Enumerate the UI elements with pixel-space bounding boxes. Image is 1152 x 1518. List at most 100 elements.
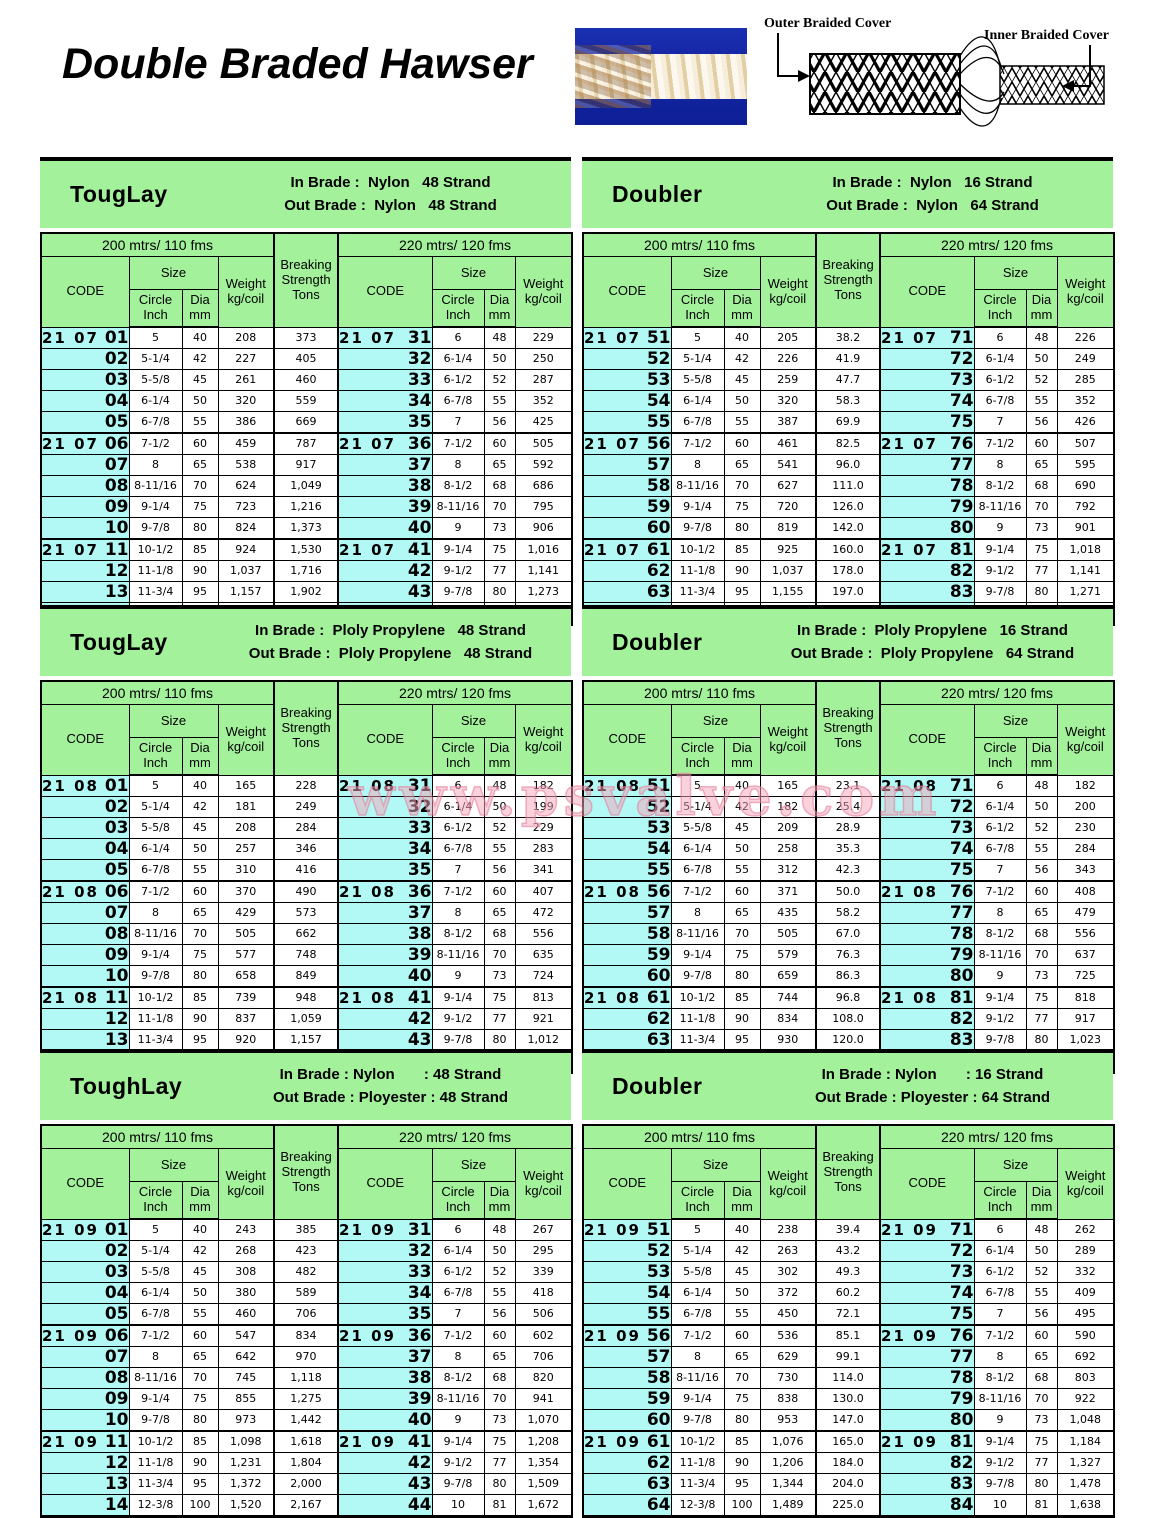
- code-cell: 34: [337, 1281, 433, 1304]
- brade-spec: In Brade : Nylon : 48 Strand Out Brade : …: [210, 1064, 571, 1109]
- data-row: 02 5-1/4 42 227 405 32 6-1/4 50 250: [40, 347, 573, 370]
- circle-inch-cell: 8: [128, 901, 183, 924]
- circle-inch-cell: 6-1/4: [128, 837, 183, 860]
- circle-inch-cell: 10-1/2: [670, 985, 725, 1009]
- breaking-strength-cell: 373: [273, 326, 340, 349]
- dia-mm-cell: 50: [723, 1281, 761, 1304]
- dia-mm-cell: 68: [483, 922, 516, 945]
- circle-inch-cell: 9-1/4: [128, 1387, 183, 1410]
- weight-cell: 308: [217, 1260, 275, 1283]
- spec-table: 200 mtrs/ 110 fms Breaking Strength Tons…: [582, 680, 1116, 1074]
- code-cell: 40: [337, 1408, 433, 1431]
- weight-cell: 1,157: [217, 580, 275, 603]
- breaking-strength-cell: 573: [273, 901, 340, 924]
- weight-cell: 310: [217, 858, 275, 881]
- data-row: 21 08 56 7-1/2 60 371 50.0 21 08 76 7-1/2 …: [582, 879, 1115, 903]
- weight-cell: 642: [217, 1345, 275, 1368]
- dia-mm-cell: 60: [483, 1323, 516, 1347]
- weight-cell: 921: [514, 1007, 573, 1030]
- code-cell: 55: [582, 1302, 672, 1325]
- spec-table: 200 mtrs/ 110 fms Breaking Strength Tons…: [40, 1124, 574, 1518]
- circle-inch-cell: 6-7/8: [128, 858, 183, 881]
- code-cell: 52: [582, 795, 672, 818]
- code-cell: 62: [582, 559, 672, 582]
- circle-inch-cell: 9-7/8: [431, 1472, 485, 1495]
- breaking-strength-cell: 72.1: [815, 1302, 882, 1325]
- dia-mm-header: Dia mm: [723, 1181, 761, 1220]
- dia-mm-cell: 65: [483, 901, 516, 924]
- circle-inch-cell: 8-11/16: [973, 943, 1027, 966]
- dia-mm-cell: 73: [483, 516, 516, 539]
- weight-cell: 1,018: [1056, 537, 1115, 561]
- breaking-strength-cell: 1,049: [273, 474, 340, 497]
- weight-cell: 495: [1056, 1302, 1115, 1325]
- code-cell: 43: [337, 1028, 433, 1051]
- circle-inch-cell: 6-7/8: [431, 389, 485, 412]
- circle-inch-cell: 6-7/8: [670, 858, 725, 881]
- dia-mm-cell: 65: [483, 453, 516, 476]
- dia-mm-cell: 77: [483, 559, 516, 582]
- code-cell: 08: [40, 474, 130, 497]
- dia-mm-cell: 50: [723, 837, 761, 860]
- circle-inch-cell: 8-1/2: [431, 474, 485, 497]
- circle-inch-header: Circle Inch: [973, 289, 1027, 328]
- circle-inch-cell: 11-1/8: [670, 1007, 725, 1030]
- circle-inch-cell: 5-5/8: [670, 1260, 725, 1283]
- weight-cell: 229: [514, 816, 573, 839]
- span-header-row: 200 mtrs/ 110 fms Breaking Strength Tons…: [40, 232, 573, 328]
- code-cell: 21 08 01: [40, 774, 130, 797]
- weight-cell: 536: [759, 1323, 817, 1347]
- circle-inch-cell: 9-1/4: [431, 985, 485, 1009]
- circle-inch-cell: 11-3/4: [670, 1028, 725, 1051]
- circle-inch-cell: 10: [973, 1493, 1027, 1517]
- circle-inch-cell: 6-1/2: [973, 1260, 1027, 1283]
- circle-inch-header: Circle Inch: [670, 1181, 725, 1220]
- size-header: Size: [973, 1148, 1058, 1182]
- data-row: 21 07 56 7-1/2 60 461 82.5 21 07 76 7-1/2 …: [582, 431, 1115, 455]
- sub-header-row: Circle Inch Dia mm Circle Inch Dia mm: [41, 1181, 572, 1220]
- weight-cell: 1,016: [514, 537, 573, 561]
- breaking-strength-cell: 142.0: [815, 516, 882, 539]
- data-row: 05 6-7/8 55 386 669 35 7 56 425: [40, 410, 573, 433]
- circle-inch-cell: 5-5/8: [670, 368, 725, 391]
- weight-cell: 837: [217, 1007, 275, 1030]
- data-row: 62 11-1/8 90 1,037 178.0 82 9-1/2 77 1,1…: [582, 559, 1115, 582]
- dia-mm-cell: 80: [723, 1408, 761, 1431]
- circle-inch-cell: 9-7/8: [973, 1472, 1027, 1495]
- data-row: 07 8 65 429 573 37 8 65 472: [40, 901, 573, 924]
- circle-inch-cell: 5-5/8: [128, 1260, 183, 1283]
- dia-mm-cell: 56: [1025, 410, 1058, 433]
- circle-inch-cell: 6-1/2: [431, 1260, 485, 1283]
- dia-mm-cell: 85: [181, 537, 219, 561]
- dia-mm-cell: 80: [1025, 1028, 1058, 1051]
- weight-cell: 595: [1056, 453, 1115, 476]
- code-cell: 60: [582, 516, 672, 539]
- code-header: CODE: [337, 256, 433, 328]
- code-cell: 83: [879, 1028, 975, 1051]
- code-cell: 40: [337, 516, 433, 539]
- page-title: Double Braded Hawser: [62, 40, 533, 88]
- circle-inch-cell: 6-1/4: [670, 389, 725, 412]
- size-header: Size: [128, 704, 219, 738]
- weight-cell: 408: [1056, 879, 1115, 903]
- code-cell: 21 08 11: [40, 985, 130, 1009]
- breaking-strength-cell: 58.3: [815, 389, 882, 412]
- code-cell: 21 09 71: [879, 1218, 975, 1241]
- weight-cell: 208: [217, 816, 275, 839]
- dia-mm-cell: 77: [483, 1007, 516, 1030]
- code-cell: 52: [582, 1239, 672, 1262]
- dia-mm-cell: 48: [1025, 774, 1058, 797]
- code-cell: 39: [337, 1387, 433, 1410]
- left-span-header: 200 mtrs/ 110 fms: [40, 1124, 275, 1149]
- dia-mm-cell: 55: [181, 858, 219, 881]
- out-brade-line: Out Brade : Nylon 48 Strand: [284, 196, 497, 214]
- dia-mm-cell: 50: [483, 347, 516, 370]
- code-cell: 82: [879, 1451, 975, 1474]
- spec-table-block-2: Doubler In Brade : Nylon 16 Strand Out Bra…: [582, 157, 1116, 626]
- code-cell: 59: [582, 943, 672, 966]
- weight-cell: 1,076: [759, 1429, 817, 1453]
- dia-mm-cell: 60: [1025, 879, 1058, 903]
- dia-mm-cell: 80: [1025, 580, 1058, 603]
- weight-cell: 795: [514, 495, 573, 518]
- circle-inch-cell: 6-1/4: [670, 837, 725, 860]
